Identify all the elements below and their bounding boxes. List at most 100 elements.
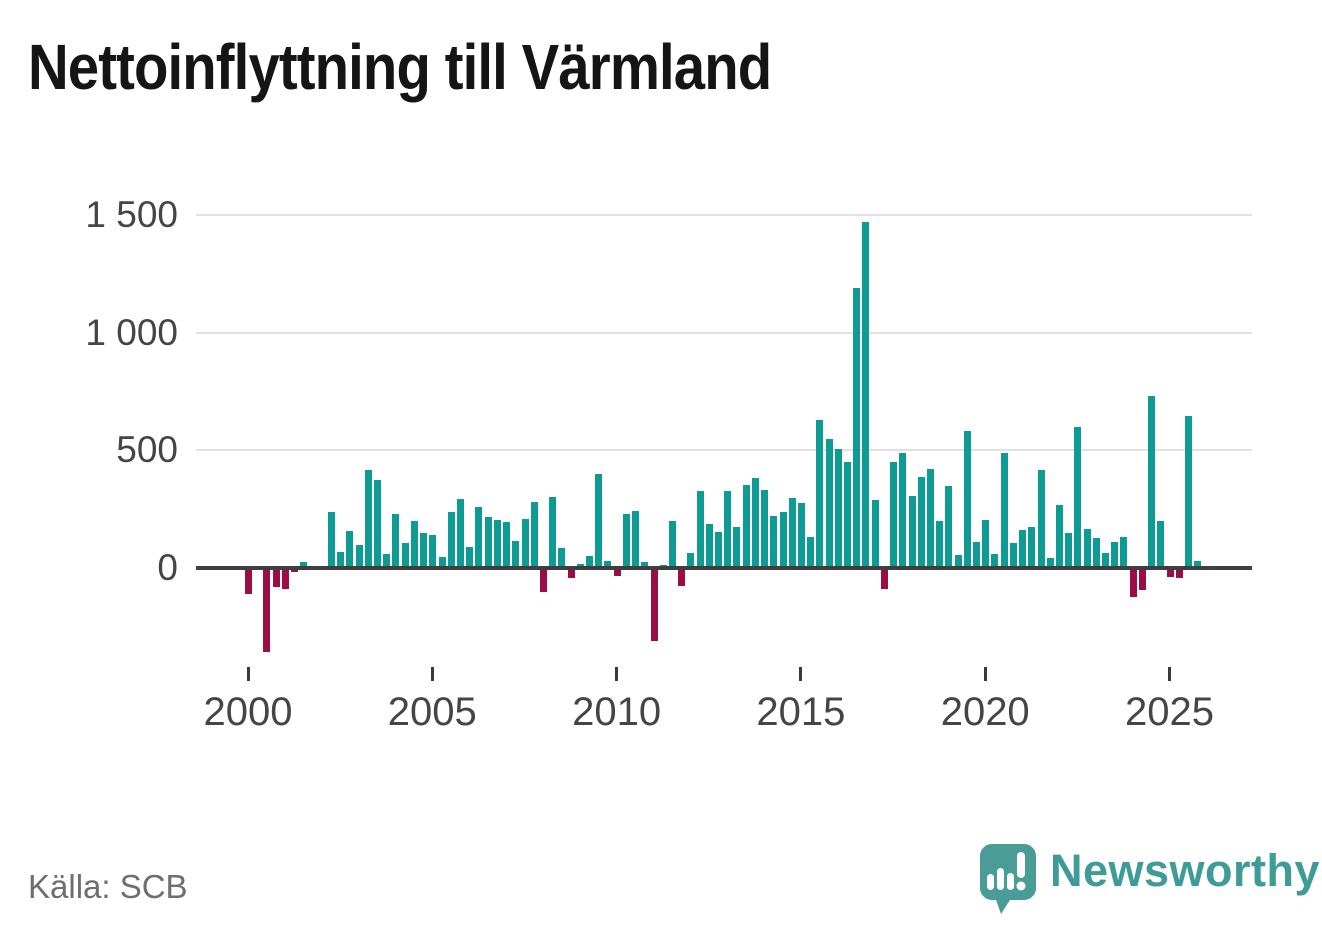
bar-negative: [272, 568, 280, 587]
bar-positive: [300, 562, 308, 568]
bar-positive: [853, 287, 861, 568]
bar-positive: [641, 562, 649, 568]
bar-positive: [475, 507, 483, 568]
bar-positive: [1074, 426, 1082, 568]
bar-positive: [890, 461, 897, 568]
bar-positive: [936, 521, 944, 568]
page-title: Nettoinflyttning till Värmland: [28, 31, 772, 103]
bar-positive: [1148, 395, 1156, 568]
bar-positive: [374, 479, 381, 568]
bar-positive: [429, 535, 437, 568]
bar-positive: [530, 501, 538, 568]
bar-negative: [281, 568, 289, 590]
x-tick-label: 2025: [1125, 690, 1214, 734]
x-axis-tick: [1168, 667, 1171, 681]
exclamation-bar: [1017, 852, 1025, 878]
newsworthy-bubble-icon: [980, 844, 1036, 914]
bar-positive: [1184, 416, 1192, 568]
bar-positive: [779, 512, 787, 568]
bar-positive: [622, 514, 630, 568]
y-tick-label: 500: [116, 429, 178, 471]
x-axis-tick: [430, 667, 434, 681]
bar-positive: [1037, 470, 1045, 568]
mini-bar-3: [1007, 873, 1014, 890]
bar-positive: [724, 490, 732, 568]
bar-negative: [678, 568, 686, 587]
zero-axis-line: [196, 566, 1252, 570]
exclamation-dot: [1016, 881, 1026, 891]
bar-positive: [586, 556, 593, 568]
bar-positive: [788, 497, 796, 568]
bar-positive: [807, 536, 815, 568]
grid-line: [196, 331, 1252, 334]
bar-negative: [1166, 568, 1174, 578]
bar-positive: [503, 522, 510, 568]
bar-positive: [1028, 526, 1036, 568]
x-tick-label: 2015: [756, 690, 846, 734]
bar-positive: [862, 222, 870, 568]
bar-positive: [1019, 530, 1027, 568]
bar-positive: [1055, 504, 1063, 568]
bar-positive: [668, 521, 676, 568]
bar-positive: [456, 498, 464, 568]
x-axis-tick: [615, 667, 619, 681]
bar-positive: [364, 469, 372, 568]
bar-positive: [392, 513, 400, 568]
brand-logo: Newsworthy: [978, 842, 1320, 920]
bar-positive: [761, 490, 768, 568]
bar-positive: [696, 491, 704, 568]
bar-positive: [991, 553, 999, 568]
bar-negative: [567, 568, 575, 578]
bar-negative: [613, 568, 621, 577]
bar-positive: [484, 517, 492, 568]
bar-positive: [355, 544, 363, 568]
bar-positive: [410, 521, 418, 568]
bar-positive: [604, 560, 612, 568]
bar-negative: [263, 568, 271, 652]
bar-positive: [493, 519, 501, 568]
bar-positive: [447, 511, 455, 568]
y-tick-label: 1 000: [85, 311, 178, 353]
bar-positive: [327, 512, 335, 568]
bar-positive: [383, 553, 391, 568]
bar-positive: [549, 497, 557, 568]
bar-positive: [963, 431, 971, 568]
bar-positive: [1092, 538, 1100, 568]
bar-positive: [751, 478, 759, 568]
bar-positive: [337, 551, 345, 568]
bar-positive: [1065, 532, 1073, 568]
bar-positive: [825, 438, 833, 568]
bar-positive: [1194, 561, 1202, 568]
bar-positive: [871, 499, 879, 568]
bar-negative: [539, 568, 547, 592]
bar-positive: [1000, 452, 1008, 568]
bar-positive: [632, 511, 639, 568]
x-tick-label: 2005: [387, 690, 477, 734]
bar-positive: [438, 557, 446, 568]
bar-positive: [945, 485, 953, 568]
bar-positive: [1102, 552, 1109, 568]
grid-line: [196, 213, 1252, 216]
bar-positive: [908, 495, 916, 568]
bar-positive: [834, 448, 842, 568]
x-axis-tick: [983, 667, 987, 681]
bar-negative: [245, 568, 252, 594]
grid-line: [196, 449, 1252, 452]
bar-positive: [1046, 558, 1054, 568]
bar-negative: [291, 568, 299, 572]
bar-positive: [917, 477, 925, 568]
bar-negative: [1138, 568, 1146, 590]
brand-name: Newsworthy: [1050, 845, 1321, 896]
bar-positive: [1111, 541, 1119, 568]
bar-negative: [880, 568, 888, 589]
x-axis-tick: [246, 667, 250, 681]
bar-positive: [595, 474, 603, 568]
bar-positive: [558, 547, 566, 568]
bar-positive: [705, 523, 713, 568]
x-axis-tick: [799, 667, 803, 681]
x-tick-label: 2020: [940, 690, 1030, 734]
bar-positive: [420, 532, 428, 568]
bar-negative: [1129, 568, 1137, 597]
bar-positive: [926, 468, 934, 568]
